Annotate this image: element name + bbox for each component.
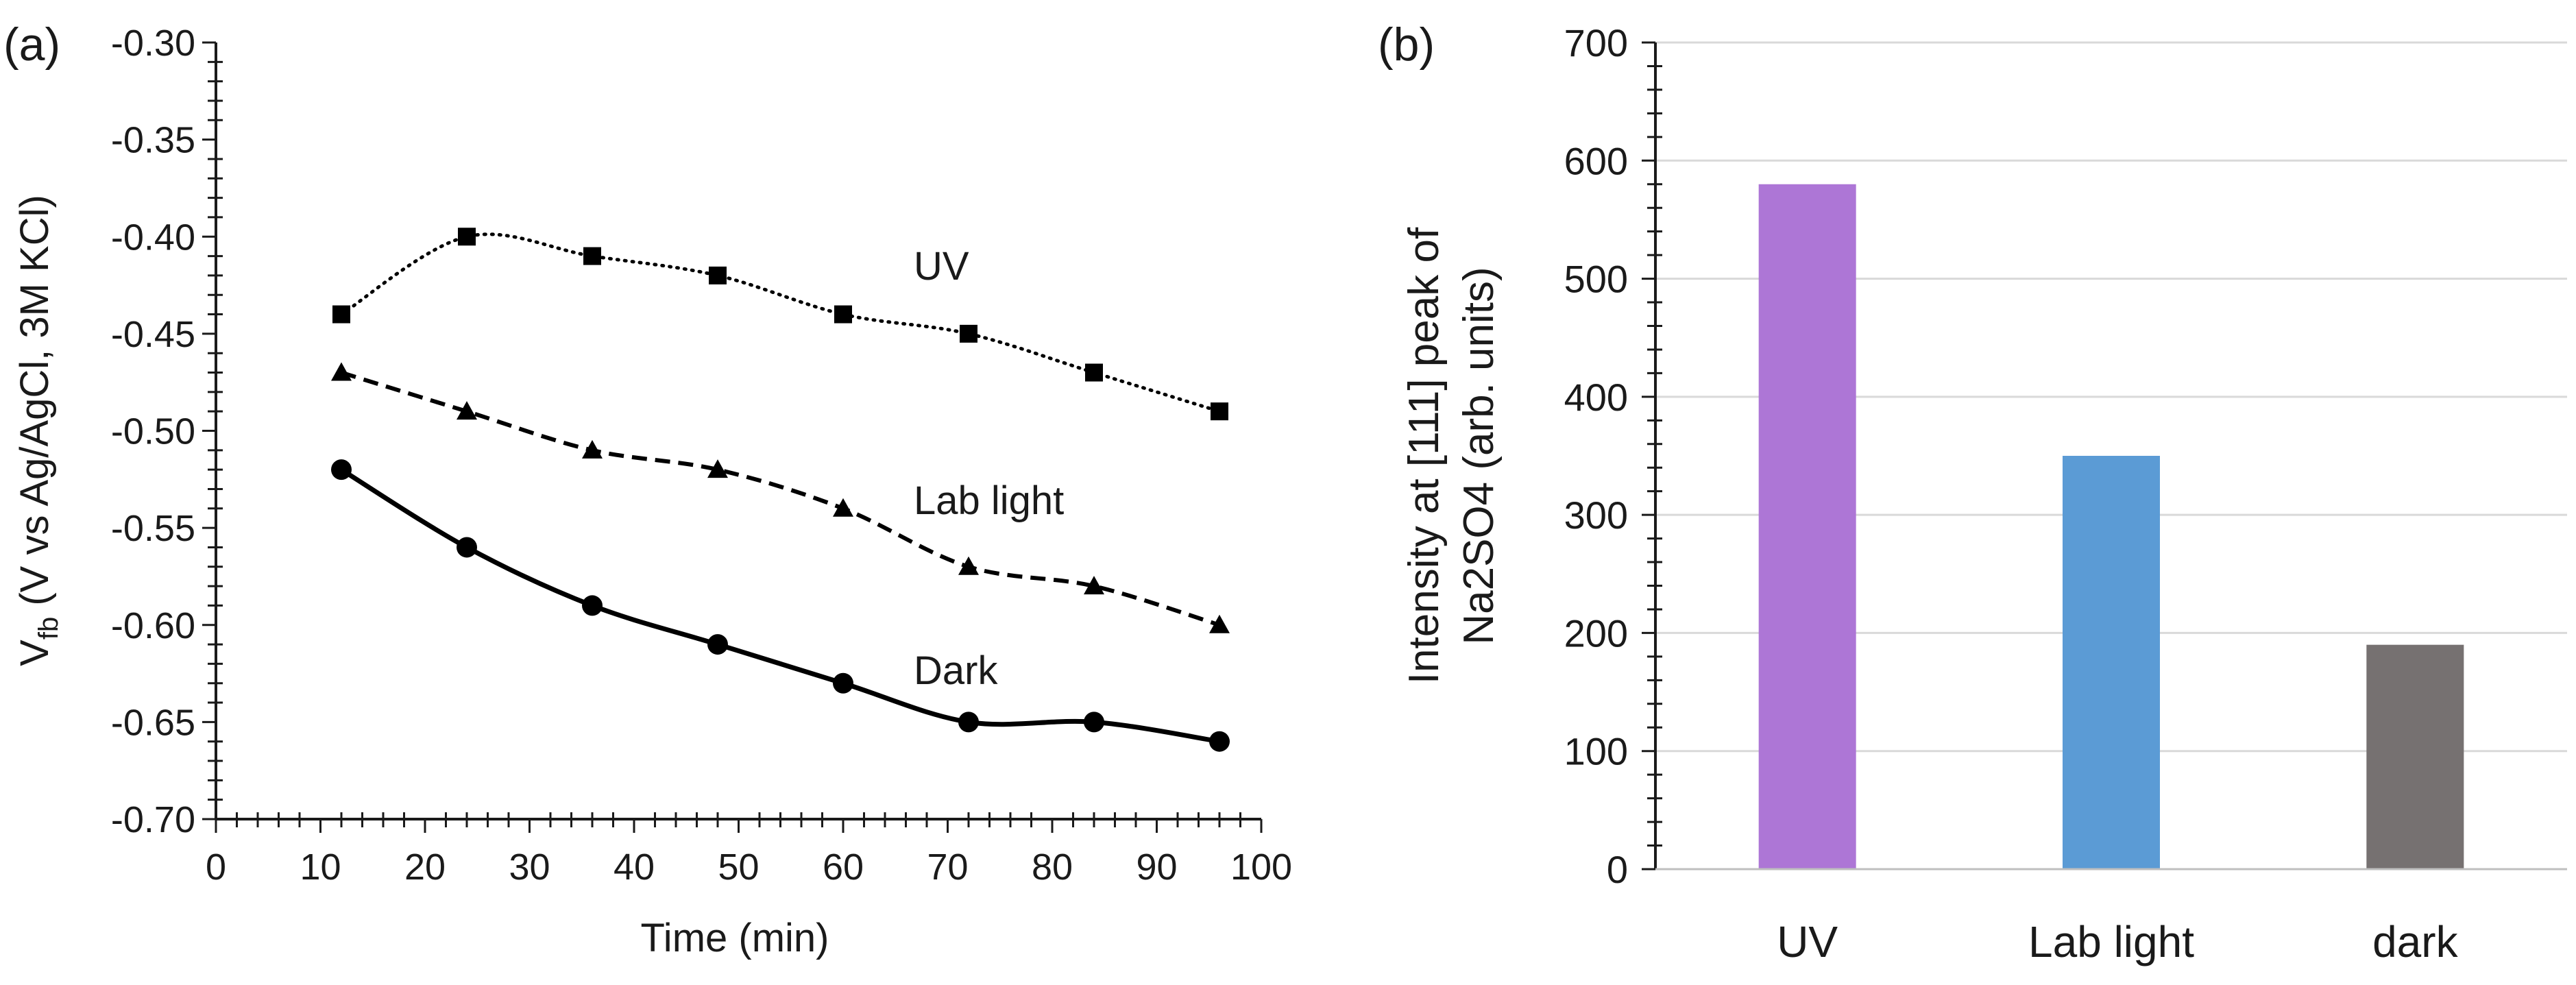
panel-b-x-ticks: UV Lab light dark: [1777, 917, 2458, 966]
data-point-square: [458, 228, 476, 246]
series-label-lab-light: Lab light: [914, 478, 1064, 523]
x-tick-label: 0: [206, 847, 226, 888]
y-tick-label: 400: [1564, 376, 1628, 419]
panel-a-y-axis-title: Vfb (V vs Ag/AgCl, 3M KCl): [12, 195, 64, 666]
data-point-square: [709, 266, 727, 284]
x-tick-label: 70: [927, 847, 968, 888]
y-title-main: V: [12, 640, 57, 666]
panel-a-series: [331, 228, 1230, 752]
panel-b-y-axis-title-line2: Na2SO4 (arb. units): [1455, 267, 1503, 644]
bar-dark: [2366, 644, 2464, 869]
panel-b-y-ticks: 0 100 200 300 400 500 600 700: [1564, 21, 1662, 891]
series-lab-light: [331, 362, 1230, 633]
x-category-label: UV: [1777, 917, 1838, 966]
data-point-circle: [958, 712, 979, 733]
x-category-label: dark: [2372, 917, 2459, 966]
panel-b-axes: [1654, 42, 2567, 871]
y-tick-label: -0.50: [111, 411, 195, 452]
x-tick-label: 40: [613, 847, 655, 888]
panel-a-line-chart: (a) -0.70-0.65-0.60-0.55-0.50-0.45-0.40-…: [3, 19, 1292, 960]
x-tick-label: 10: [300, 847, 341, 888]
y-tick-label: -0.45: [111, 314, 195, 355]
series-line-lab-light: [341, 370, 1220, 627]
x-tick-label: 60: [823, 847, 864, 888]
x-tick-label: 30: [509, 847, 550, 888]
y-tick-label: -0.40: [111, 217, 195, 258]
bar-uv: [1758, 184, 1856, 869]
data-point-square: [960, 324, 977, 343]
y-tick-label: 0: [1607, 848, 1628, 891]
series-label-uv: UV: [914, 244, 969, 289]
panel-a-y-ticks: -0.70 -0.65 -0.60 -0.55 -0.50 -0.45 -0.40 -0.35…: [111, 23, 223, 840]
y-tick-label: -0.35: [111, 120, 195, 161]
y-tick-label: -0.60: [111, 605, 195, 646]
data-point-circle: [707, 634, 728, 655]
data-point-circle: [457, 537, 477, 558]
data-point-square: [1085, 363, 1103, 382]
data-point-circle: [833, 672, 853, 694]
data-point-triangle: [1209, 614, 1230, 633]
bar-lab-light: [2063, 456, 2160, 869]
panel-a-x-ticks: 0 10 20 30 40 50 60 70 80 90 100: [206, 812, 1292, 888]
data-point-triangle: [582, 439, 603, 459]
data-point-triangle: [707, 459, 728, 478]
data-point-square: [583, 247, 601, 265]
panel-a-x-axis-title: Time (min): [641, 916, 829, 960]
data-point-square: [332, 305, 350, 324]
panel-a-axes: [215, 42, 1261, 820]
data-point-circle: [1084, 712, 1104, 733]
data-point-triangle: [457, 401, 477, 420]
series-dark: [331, 459, 1230, 752]
y-tick-label: 200: [1564, 611, 1628, 655]
data-point-square: [1211, 402, 1228, 421]
x-tick-label: 20: [404, 847, 446, 888]
series-uv: [332, 228, 1228, 421]
series-line-dark: [339, 467, 1222, 744]
y-title-sub: fb: [34, 617, 64, 640]
y-tick-label: -0.65: [111, 702, 195, 743]
data-point-triangle: [331, 362, 352, 381]
series-label-dark: Dark: [914, 648, 998, 693]
data-point-circle: [582, 595, 603, 616]
y-tick-label: 100: [1564, 730, 1628, 773]
y-tick-label: -0.70: [111, 799, 195, 840]
x-tick-label: 90: [1136, 847, 1177, 888]
data-point-square: [834, 305, 852, 324]
data-point-circle: [1209, 731, 1230, 752]
x-tick-label: 80: [1032, 847, 1073, 888]
panel-b-bars: [1758, 184, 2464, 869]
data-point-triangle: [1084, 576, 1104, 595]
x-tick-label: 50: [718, 847, 759, 888]
y-tick-label: -0.55: [111, 508, 195, 549]
series-line-uv: [339, 232, 1222, 413]
y-tick-label: 700: [1564, 21, 1628, 64]
x-tick-label: 100: [1230, 847, 1292, 888]
data-point-triangle: [958, 556, 979, 575]
y-tick-label: 300: [1564, 494, 1628, 537]
y-tick-label: 600: [1564, 139, 1628, 182]
panel-b-bar-chart: (b) 0 100 200 300 400 500 600 700 UV Lab light da…: [1378, 19, 2567, 966]
y-tick-label: -0.30: [111, 23, 195, 64]
y-tick-label: 500: [1564, 258, 1628, 301]
x-category-label: Lab light: [2028, 917, 2194, 966]
data-point-triangle: [833, 498, 853, 517]
panel-b-label: (b): [1378, 19, 1435, 71]
panel-b-y-axis-title-line1: Intensity at [111] peak of: [1400, 227, 1448, 684]
y-title-rest: (V vs Ag/AgCl, 3M KCl): [12, 195, 57, 617]
data-point-circle: [331, 459, 352, 481]
panel-a-label: (a): [3, 19, 60, 71]
